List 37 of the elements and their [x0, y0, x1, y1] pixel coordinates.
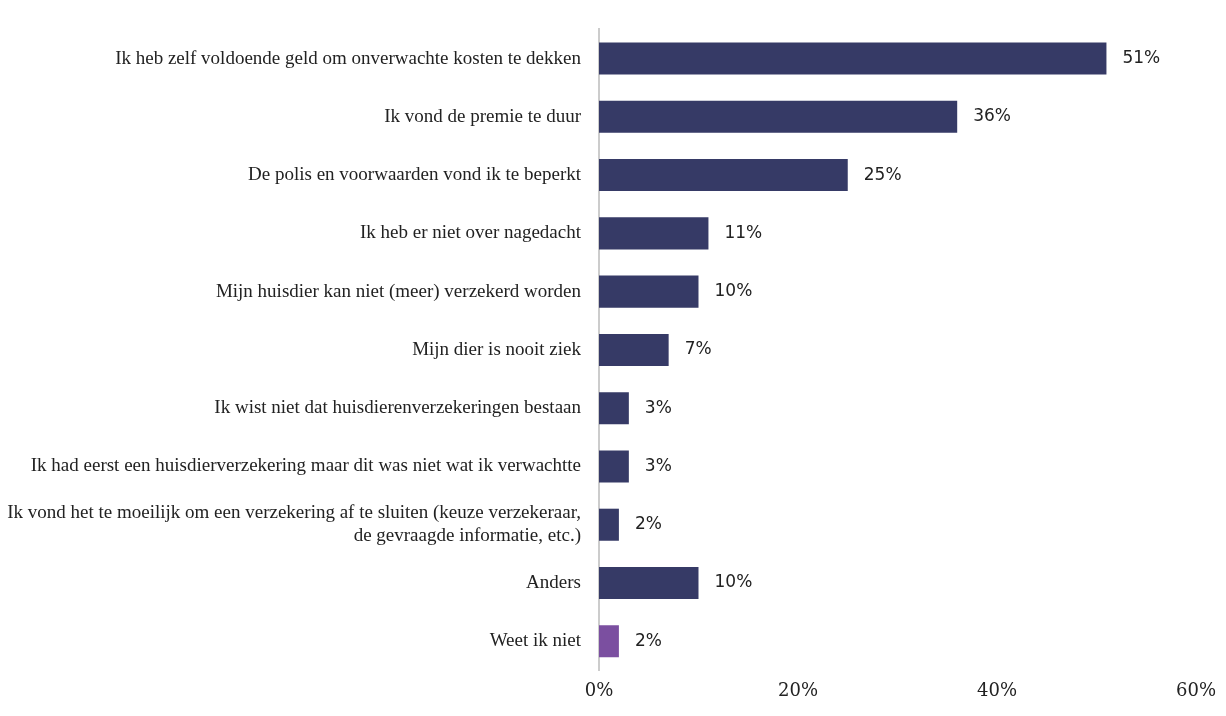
x-tick-label: 60%: [1175, 678, 1216, 700]
y-tick-label: Mijn huisdier kan niet (meer) verzekerd worden: [215, 279, 582, 302]
bar: [599, 508, 619, 541]
bar: [599, 625, 619, 658]
data-label: 36%: [973, 105, 1011, 126]
data-label: 25%: [863, 163, 902, 184]
bar: [599, 275, 699, 308]
x-tick-label: 0%: [584, 678, 614, 700]
x-tick-label: 40%: [976, 678, 1018, 700]
x-tick-label: 20%: [777, 678, 819, 700]
bar: [599, 566, 699, 600]
data-label: 10%: [714, 571, 753, 592]
bar: [599, 392, 629, 425]
bar: [599, 217, 709, 250]
y-tick-label: Weet ik niet: [489, 629, 582, 651]
y-tick-label: Ik heb er niet over nagedacht: [359, 221, 582, 243]
data-label: 11%: [724, 221, 763, 242]
data-label: 2%: [634, 513, 662, 534]
data-label: 7%: [684, 338, 712, 359]
y-tick-label: Ik vond het te moeilijk om een verzekering af te sluiten (keuze verzekeraar, de gevraagde informatie, etc.): [7, 501, 581, 547]
bar: [599, 42, 1107, 75]
y-tick-label: Ik vond de premie te duur: [384, 104, 582, 126]
data-label: 51%: [1122, 46, 1161, 67]
y-tick-label: Mijn dier is nooit ziek: [412, 337, 582, 359]
data-label: 3%: [644, 454, 672, 475]
y-tick-label: Anders: [526, 570, 581, 592]
bar: [599, 159, 848, 192]
y-tick-label: Ik heb zelf voldoende geld om onverwachte kosten te dekken: [115, 46, 582, 68]
data-label: 3%: [644, 396, 672, 417]
y-tick-label: De polis en voorwaarden vond ik te beperkt: [248, 163, 582, 185]
bar: [599, 333, 669, 366]
data-label: 2%: [634, 629, 662, 650]
data-label: 10%: [714, 280, 753, 301]
y-tick-label: Ik had eerst een huisdierverzekering maar dit was niet wat ik verwachtte: [30, 454, 581, 476]
bar: [599, 450, 629, 483]
bar: [599, 100, 958, 133]
y-tick-label: Ik wist niet dat huisdierenverzekeringen bestaan: [214, 396, 582, 418]
